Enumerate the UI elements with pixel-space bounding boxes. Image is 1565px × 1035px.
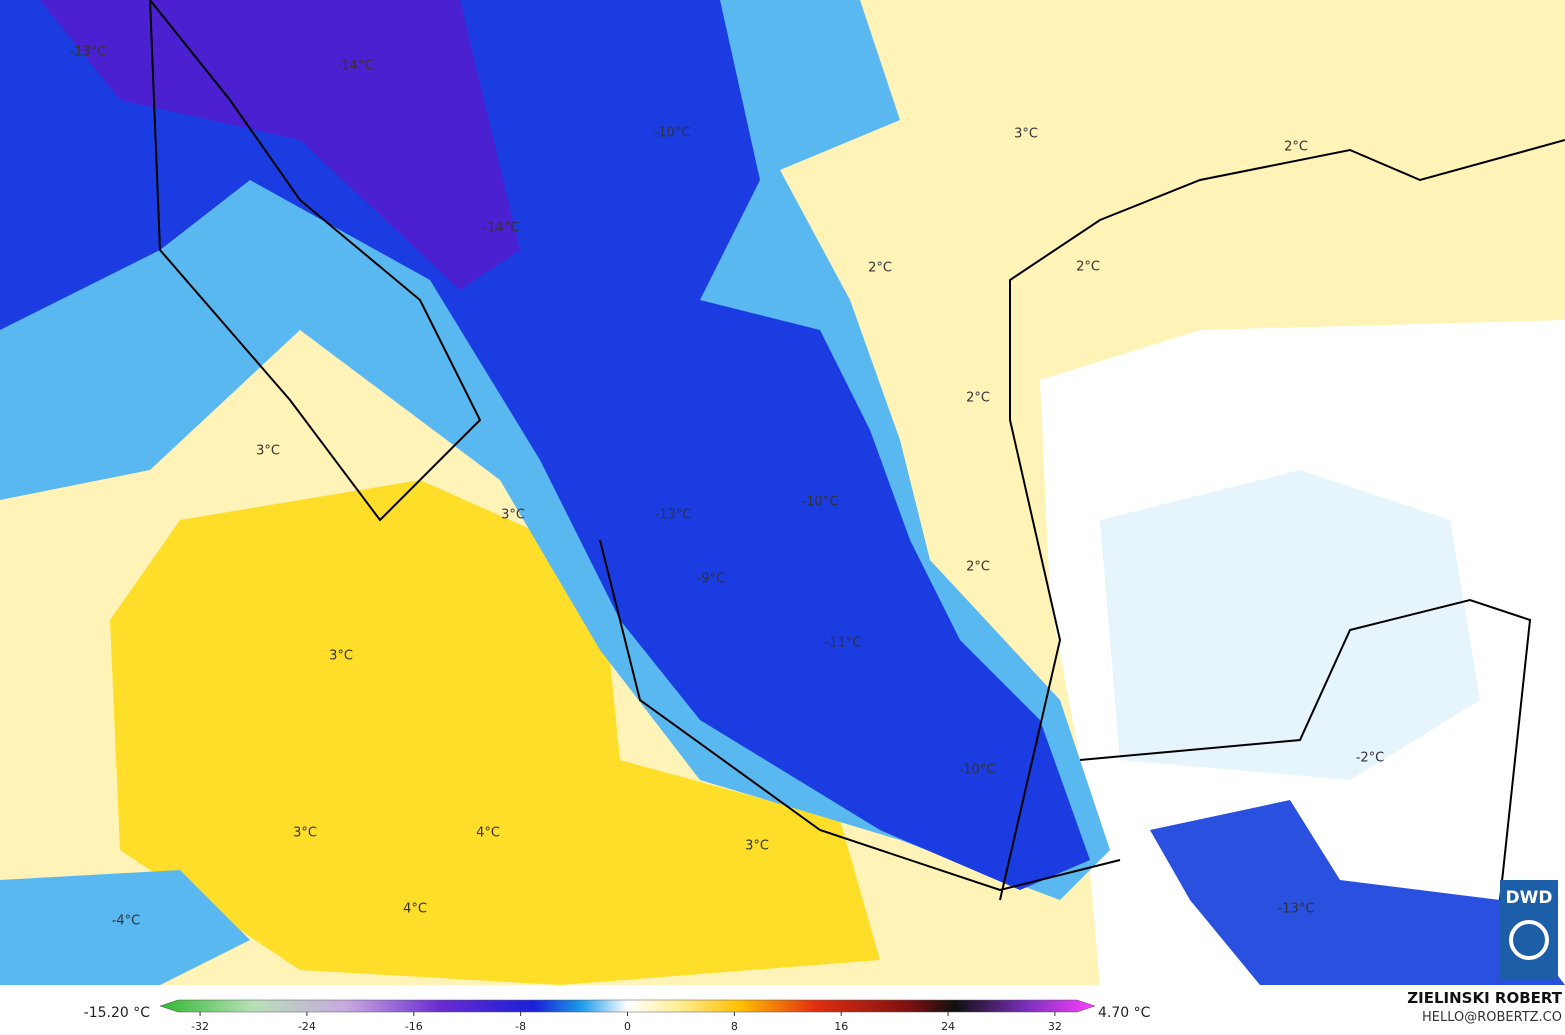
- temperature-label: -13°C: [1278, 902, 1315, 917]
- temperature-label: -9°C: [697, 572, 726, 587]
- colorbar-max: 4.70 °C: [1098, 1005, 1151, 1021]
- blue-southwest: [0, 870, 250, 985]
- logo-box: [1500, 880, 1558, 980]
- temperature-label: -13°C: [655, 508, 692, 523]
- colorbar-tick-label: -32: [191, 1020, 209, 1033]
- temperature-label: 4°C: [403, 902, 427, 917]
- temperature-label: -4°C: [112, 914, 141, 929]
- temperature-label: -10°C: [959, 763, 996, 778]
- yellow-area: [110, 480, 880, 985]
- temperature-label: 3°C: [256, 444, 280, 459]
- temperature-label: -14°C: [337, 59, 374, 74]
- purple-core: [40, 0, 520, 290]
- colorbar-tick-label: 8: [731, 1020, 738, 1033]
- author: ZIELINSKI ROBERT: [1407, 989, 1562, 1007]
- temperature-label: 3°C: [745, 839, 769, 854]
- temperature-label: 3°C: [293, 826, 317, 841]
- colorbar-ticks: -32 -24 -16 -8 0 8 16 24 32: [191, 1012, 1062, 1033]
- colorbar-min: -15.20 °C: [84, 1005, 151, 1021]
- temperature-label: 2°C: [868, 261, 892, 276]
- colorbar-tick-label: -8: [515, 1020, 526, 1033]
- light-blue: [1100, 470, 1480, 780]
- temperature-label: 2°C: [1284, 140, 1308, 155]
- colorbar-tick-label: 0: [624, 1020, 631, 1033]
- temperature-label: 4°C: [476, 826, 500, 841]
- map-labels: -13°C -14°C -10°C 3°C 2°C -14°C 2°C 2°C 2°C 3°C -1…: [70, 45, 1385, 929]
- temperature-label: -10°C: [802, 495, 839, 510]
- blue-core: [0, 0, 1090, 890]
- colorbar-tick-label: 16: [834, 1020, 848, 1033]
- colorbar-tick-label: -24: [298, 1020, 316, 1033]
- logo-icon: [1509, 920, 1549, 960]
- temperature-label: -13°C: [70, 45, 107, 60]
- map: DWD: [0, 0, 1565, 985]
- colorbar: [159, 999, 1096, 1013]
- temperature-label: -14°C: [483, 221, 520, 236]
- temperature-label: -2°C: [1356, 751, 1385, 766]
- temperature-label: -11°C: [825, 636, 862, 651]
- logo-text: DWD: [1506, 888, 1553, 908]
- temperature-label: 3°C: [329, 649, 353, 664]
- contact: HELLO@ROBERTZ.CO: [1422, 1010, 1562, 1025]
- colorbar-tick-label: 32: [1048, 1020, 1062, 1033]
- blue-guatemala: [1150, 800, 1565, 985]
- temperature-label: 2°C: [966, 391, 990, 406]
- temperature-label: 2°C: [1076, 260, 1100, 275]
- colorbar-tick-label: -16: [405, 1020, 423, 1033]
- temperature-label: 3°C: [501, 508, 525, 523]
- coastline: [148, 0, 1565, 901]
- temperature-label: -10°C: [654, 126, 691, 141]
- temperature-label: 3°C: [1014, 127, 1038, 142]
- temperature-label: 2°C: [966, 560, 990, 575]
- colorbar-tick-label: 24: [941, 1020, 955, 1033]
